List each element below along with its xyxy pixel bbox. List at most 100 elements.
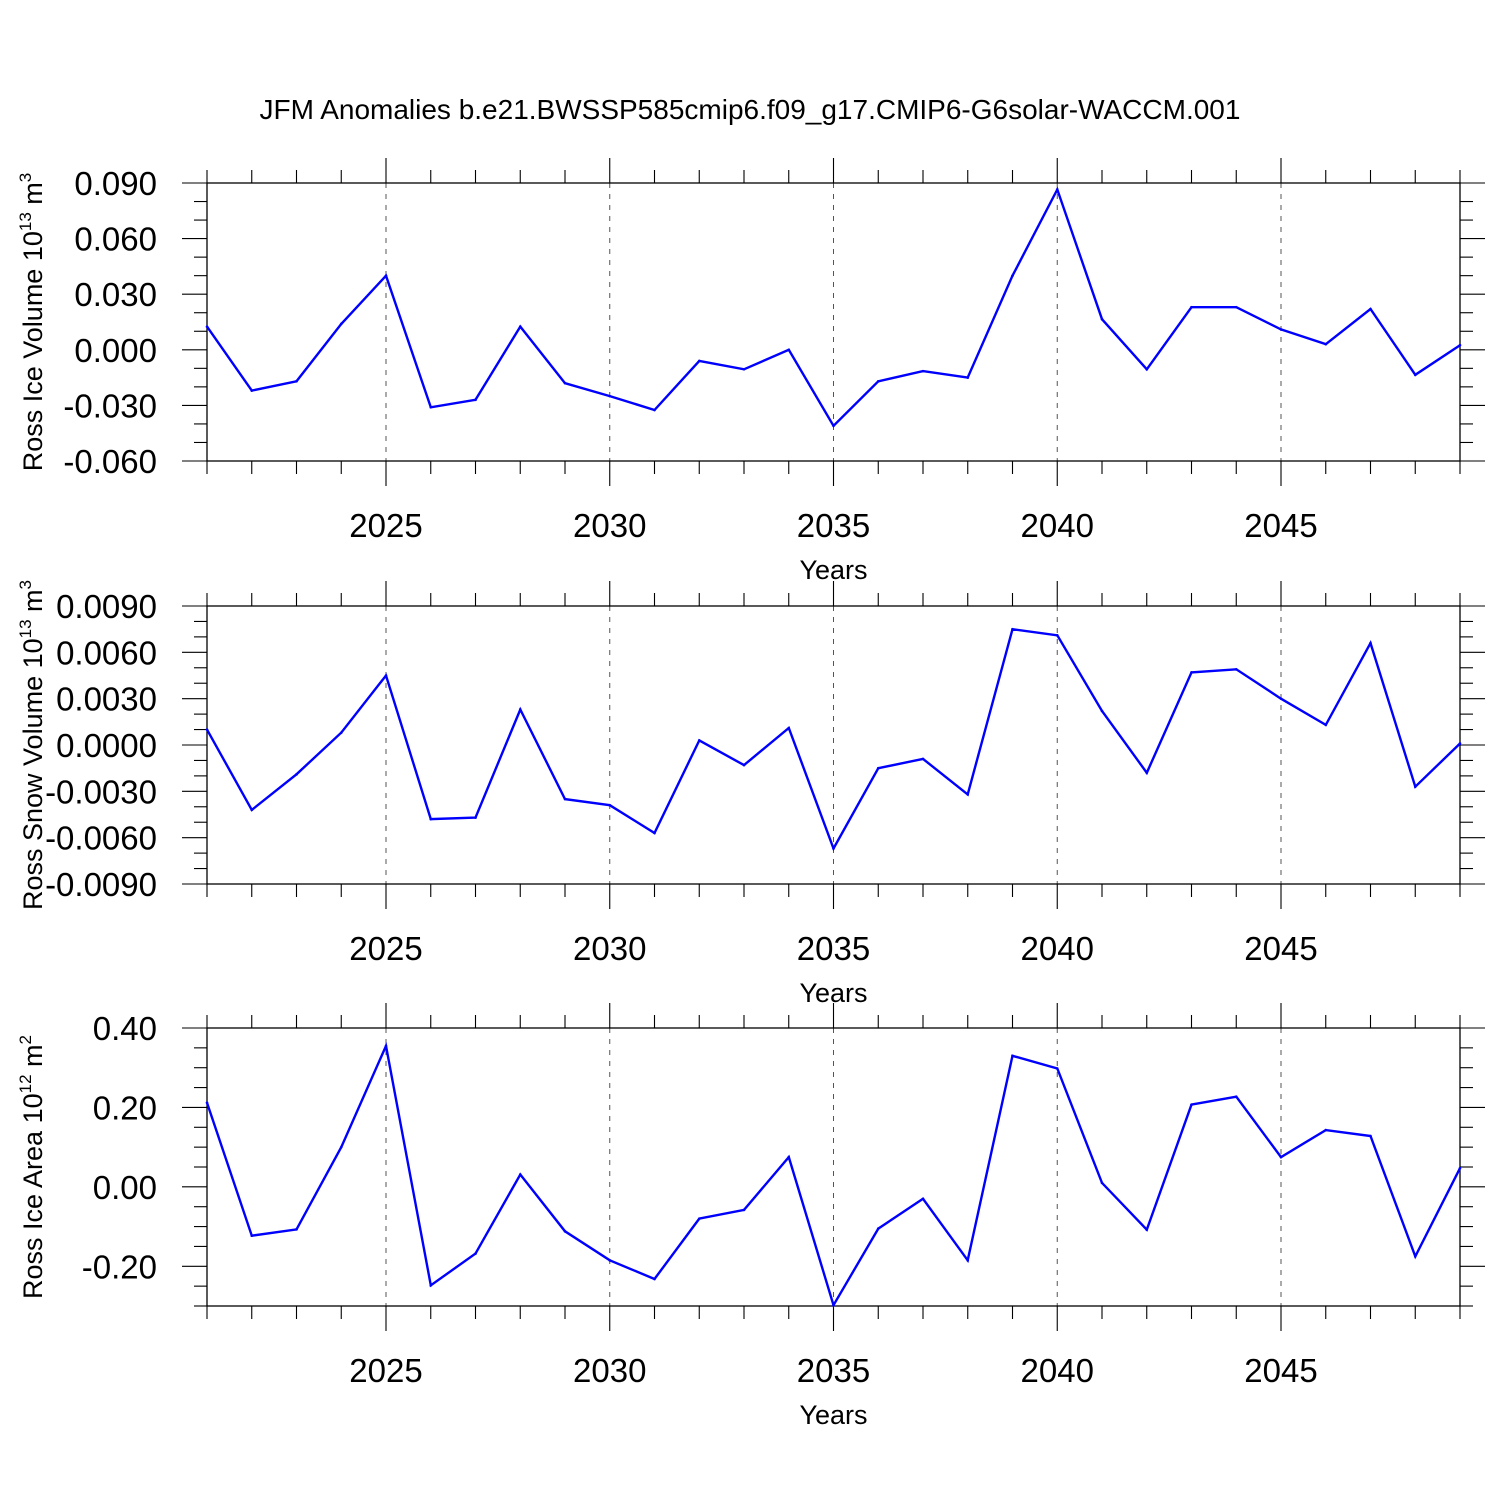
data-point-2049 xyxy=(1458,1166,1462,1170)
x-tick-label: 2040 xyxy=(1021,1352,1094,1389)
y-axis-title-unit: m xyxy=(18,589,48,619)
panels-group: -0.060 -0.030 0.000 0.030 0.060 0.090 2025 2030… xyxy=(16,158,1485,1430)
data-point-2048 xyxy=(1413,1255,1417,1258)
y-axis-title: Ross Ice Area 1012 m2 xyxy=(16,1035,48,1299)
data-point-2027 xyxy=(474,398,477,402)
x-tick-label: 2045 xyxy=(1244,507,1317,544)
data-point-2038 xyxy=(966,793,970,796)
x-axis-title: Years xyxy=(799,555,867,585)
data-point-2037 xyxy=(921,1197,925,1201)
y-axis-title-exponent: 12 xyxy=(16,1074,35,1093)
data-point-2027 xyxy=(474,1252,477,1255)
data-point-2022 xyxy=(250,808,254,812)
data-point-2031 xyxy=(653,408,656,412)
x-tick-label: 2040 xyxy=(1021,930,1094,967)
y-axis-title: Ross Snow Volume 1013 m3 xyxy=(16,580,48,910)
y-tick-label: 0.0060 xyxy=(56,634,157,671)
data-point-2040 xyxy=(1055,634,1059,637)
y-tick-label: 0.0030 xyxy=(56,681,157,718)
data-point-2023 xyxy=(295,1228,298,1231)
figure-title: JFM Anomalies b.e21.BWSSP585cmip6.f09_g1… xyxy=(260,94,1241,125)
y-tick-label: 0.0090 xyxy=(56,588,157,625)
data-point-2024 xyxy=(339,322,343,326)
data-point-2030 xyxy=(608,394,612,398)
data-point-2046 xyxy=(1324,723,1328,727)
y-tick-label: 0.090 xyxy=(74,165,157,202)
data-point-2028 xyxy=(518,325,522,328)
data-point-2048 xyxy=(1413,785,1417,788)
data-point-2039 xyxy=(1011,627,1014,631)
x-tick-label: 2035 xyxy=(797,507,870,544)
data-point-2031 xyxy=(653,1277,656,1281)
y-tick-label: -0.0090 xyxy=(45,866,157,903)
data-point-2026 xyxy=(429,817,433,821)
chart-panel-1: -0.060 -0.030 0.000 0.030 0.060 0.090 2025 2030… xyxy=(16,158,1485,585)
data-point-2046 xyxy=(1324,342,1328,346)
data-point-2040 xyxy=(1055,188,1059,191)
data-point-2049 xyxy=(1458,343,1462,347)
data-point-2049 xyxy=(1458,742,1462,745)
x-tick-label: 2040 xyxy=(1021,507,1094,544)
y-tick-label: 0.000 xyxy=(74,332,157,369)
data-point-2028 xyxy=(518,708,522,711)
data-point-2035 xyxy=(832,847,835,850)
data-point-2033 xyxy=(742,367,746,371)
y-axis-title-unit: m xyxy=(18,1044,48,1074)
y-tick-label: -0.060 xyxy=(63,443,157,480)
data-point-2036 xyxy=(876,380,880,383)
y-tick-label: -0.20 xyxy=(82,1248,157,1285)
data-point-2031 xyxy=(653,831,656,835)
chart-panel-3: -0.20 0.00 0.20 0.40 2025 2030 2035 2040 2045 Yea… xyxy=(16,1003,1485,1430)
data-point-2045 xyxy=(1279,697,1283,700)
data-point-2023 xyxy=(295,380,298,383)
y-axis-title-text: Ross Ice Volume 10 xyxy=(18,231,48,471)
x-tick-label: 2045 xyxy=(1244,930,1317,967)
data-point-2026 xyxy=(429,405,433,409)
data-point-2040 xyxy=(1055,1067,1059,1070)
data-point-2041 xyxy=(1100,1181,1104,1185)
y-axis-title-exponent: 13 xyxy=(16,619,35,638)
data-point-2039 xyxy=(1011,274,1014,277)
data-point-2042 xyxy=(1145,1228,1149,1232)
data-point-2029 xyxy=(563,1230,567,1233)
data-point-2025 xyxy=(384,674,388,677)
data-point-2032 xyxy=(697,359,701,363)
data-point-2029 xyxy=(563,381,567,385)
y-tick-label: 0.060 xyxy=(74,221,157,258)
plot-frame xyxy=(206,1027,1461,1307)
data-point-2043 xyxy=(1190,671,1193,674)
data-point-2030 xyxy=(608,803,612,807)
data-point-2035 xyxy=(832,424,835,428)
data-point-2027 xyxy=(474,816,477,819)
y-axis-title-unit-exponent: 3 xyxy=(16,580,35,589)
data-point-2037 xyxy=(921,757,925,761)
data-point-2022 xyxy=(250,389,254,392)
data-point-2030 xyxy=(608,1259,612,1262)
x-tick-label: 2035 xyxy=(797,930,870,967)
data-point-2026 xyxy=(429,1284,433,1287)
x-axis-title: Years xyxy=(799,1400,867,1430)
data-point-2043 xyxy=(1190,1103,1193,1106)
data-point-2044 xyxy=(1234,668,1238,671)
data-point-2038 xyxy=(966,376,970,379)
data-point-2044 xyxy=(1234,1095,1238,1099)
y-axis-title-unit-exponent: 3 xyxy=(16,173,35,182)
data-point-2033 xyxy=(742,763,746,767)
data-point-2033 xyxy=(742,1208,746,1212)
y-tick-label: 0.030 xyxy=(74,276,157,313)
data-point-2045 xyxy=(1279,1155,1283,1159)
data-point-2036 xyxy=(876,766,880,770)
x-tick-label: 2025 xyxy=(349,507,422,544)
data-point-2047 xyxy=(1369,1134,1372,1138)
data-point-2046 xyxy=(1324,1128,1328,1132)
data-point-2021 xyxy=(205,325,209,328)
y-axis-title-text: Ross Snow Volume 10 xyxy=(18,638,48,910)
data-point-2025 xyxy=(384,1044,388,1048)
data-point-2032 xyxy=(697,1217,701,1220)
plot-frame xyxy=(206,182,1461,462)
data-point-2041 xyxy=(1100,317,1104,321)
x-tick-label: 2035 xyxy=(797,1352,870,1389)
data-point-2037 xyxy=(921,369,925,373)
data-point-2034 xyxy=(787,726,791,730)
y-axis-title: Ross Ice Volume 1013 m3 xyxy=(16,173,48,472)
